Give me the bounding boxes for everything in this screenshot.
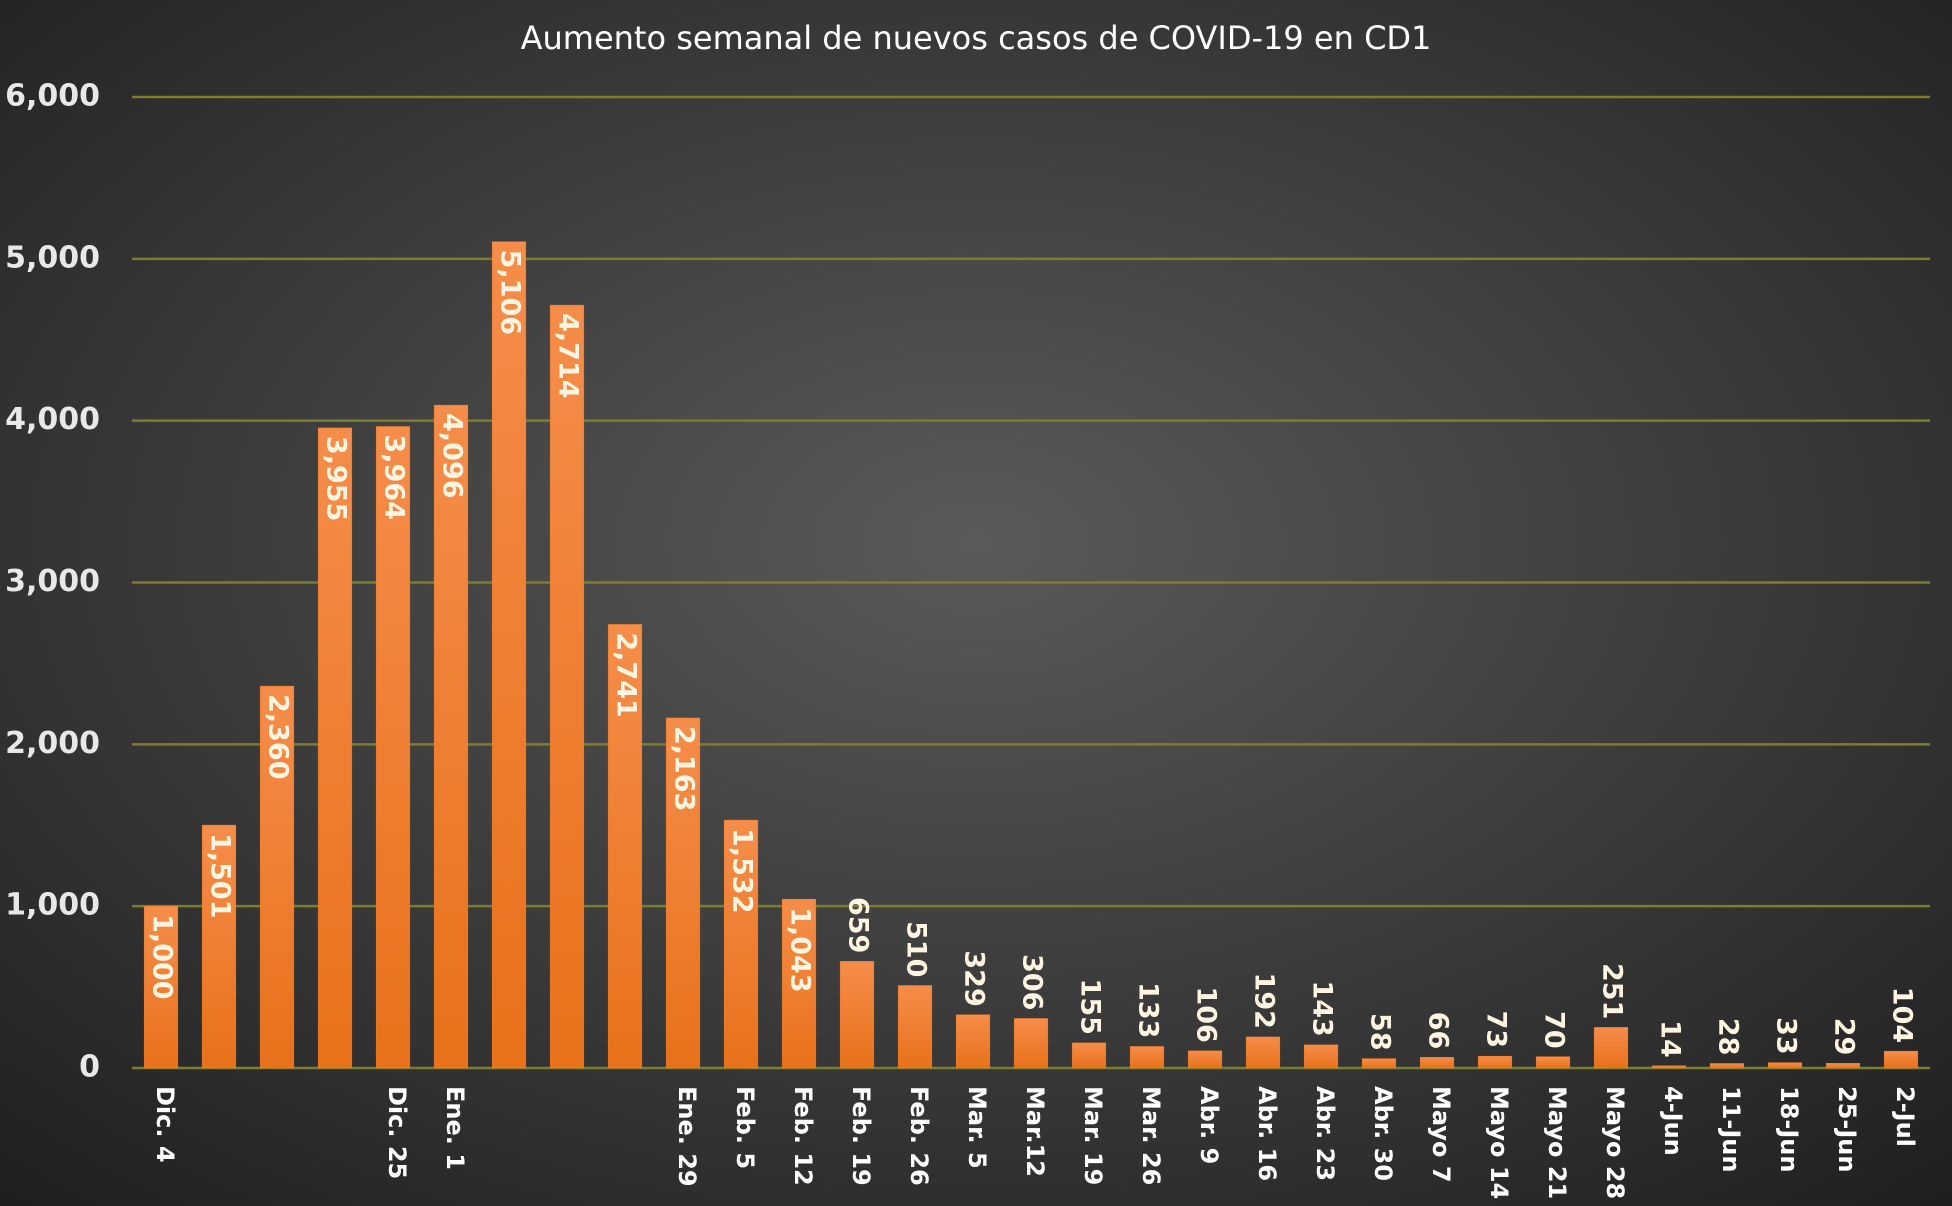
x-tick-label: 25-Jun: [1833, 1086, 1861, 1172]
bar: [1419, 1057, 1455, 1069]
value-label: 2,741: [611, 632, 642, 717]
value-label: 4,714: [553, 313, 584, 398]
value-label: 66: [1423, 1012, 1454, 1050]
x-tick-label: Mar. 26: [1137, 1086, 1165, 1185]
x-tick-label: Abr. 30: [1369, 1086, 1397, 1181]
bar: [1883, 1050, 1919, 1069]
x-tick-label: Mayo 21: [1543, 1086, 1571, 1199]
bar: [955, 1014, 991, 1069]
value-label: 306: [1017, 954, 1048, 1010]
value-label: 28: [1713, 1018, 1744, 1056]
bar: [1651, 1065, 1687, 1069]
value-label: 1,043: [785, 907, 816, 992]
value-label: 510: [901, 921, 932, 977]
x-tick-label: Abr. 9: [1195, 1086, 1223, 1164]
value-label: 4,096: [437, 413, 468, 498]
value-label: 73: [1481, 1011, 1512, 1049]
y-tick-label: 5,000: [5, 240, 100, 275]
value-label: 251: [1597, 963, 1628, 1019]
value-label: 70: [1539, 1011, 1570, 1049]
x-tick-label: 2-Jul: [1891, 1086, 1919, 1147]
x-tick-label: Ene. 1: [441, 1086, 469, 1170]
bar: [375, 426, 411, 1069]
x-tick-label: Mar. 5: [963, 1086, 991, 1169]
x-tick-label: Mayo 7: [1427, 1086, 1455, 1183]
x-tick-label: Ene. 29: [673, 1086, 701, 1187]
x-tick-label: Mar. 19: [1079, 1086, 1107, 1185]
chart-title: Aumento semanal de nuevos casos de COVID…: [521, 19, 1432, 57]
value-label: 155: [1075, 979, 1106, 1035]
y-tick-label: 3,000: [5, 564, 100, 599]
value-label: 3,955: [321, 436, 352, 521]
bar: [1187, 1050, 1223, 1069]
bar: [1767, 1062, 1803, 1069]
value-label: 1,000: [147, 914, 178, 999]
x-tick-label: Feb. 12: [789, 1086, 817, 1186]
x-tick-label: Abr. 23: [1311, 1086, 1339, 1181]
x-tick-label: Feb. 26: [905, 1086, 933, 1186]
x-tick-label: Abr. 16: [1253, 1086, 1281, 1181]
bar: [1593, 1027, 1629, 1069]
bar: [143, 905, 179, 1069]
bar: [1303, 1044, 1339, 1069]
y-tick-label: 0: [79, 1050, 100, 1085]
x-tick-label: Dic. 4: [151, 1086, 179, 1163]
bar: [781, 898, 817, 1069]
bar: [549, 304, 585, 1069]
value-label: 659: [843, 897, 874, 953]
bar: [839, 961, 875, 1069]
value-label: 33: [1771, 1017, 1802, 1055]
value-label: 1,532: [727, 828, 758, 913]
value-label: 1,501: [205, 833, 236, 918]
bar: [1361, 1058, 1397, 1069]
value-label: 58: [1365, 1013, 1396, 1051]
bar: [1129, 1046, 1165, 1069]
x-tick-label: Mar.12: [1021, 1086, 1049, 1177]
bar: [723, 819, 759, 1069]
value-label: 2,360: [263, 694, 294, 779]
value-label: 5,106: [495, 250, 526, 335]
value-label: 133: [1133, 982, 1164, 1038]
x-tick-label: Feb. 19: [847, 1086, 875, 1186]
x-tick-label: 11-Jun: [1717, 1086, 1745, 1172]
value-label: 143: [1307, 980, 1338, 1036]
bar: [1825, 1063, 1861, 1069]
y-tick-label: 1,000: [5, 888, 100, 923]
x-tick-label: 18-Jun: [1775, 1086, 1803, 1172]
value-label: 29: [1829, 1018, 1860, 1056]
x-tick-label: 4-Jun: [1659, 1086, 1687, 1156]
value-label: 104: [1887, 987, 1918, 1043]
value-label: 329: [959, 950, 990, 1006]
bar: [317, 427, 353, 1069]
value-label: 192: [1249, 973, 1280, 1029]
bar: [607, 624, 643, 1069]
value-label: 3,964: [379, 434, 410, 519]
bar: [1477, 1055, 1513, 1069]
x-tick-label: Feb. 5: [731, 1086, 759, 1169]
bar: [201, 824, 237, 1069]
y-tick-label: 2,000: [5, 726, 100, 761]
value-label: 2,163: [669, 726, 700, 811]
bar: [259, 685, 295, 1069]
bar: [1709, 1063, 1745, 1069]
x-tick-label: Mayo 14: [1485, 1086, 1513, 1199]
bar: [491, 241, 527, 1069]
value-label: 106: [1191, 986, 1222, 1042]
x-tick-label: Dic. 25: [383, 1086, 411, 1179]
y-tick-label: 4,000: [5, 402, 100, 437]
x-tick-label: Mayo 28: [1601, 1086, 1629, 1199]
bar: [1071, 1042, 1107, 1069]
bar: [1013, 1018, 1049, 1069]
value-label: 14: [1655, 1020, 1686, 1058]
bar: [665, 717, 701, 1069]
bar: [897, 985, 933, 1069]
y-tick-label: 6,000: [5, 79, 100, 114]
bar: [433, 404, 469, 1069]
bar: [1535, 1056, 1571, 1069]
bar: [1245, 1036, 1281, 1069]
